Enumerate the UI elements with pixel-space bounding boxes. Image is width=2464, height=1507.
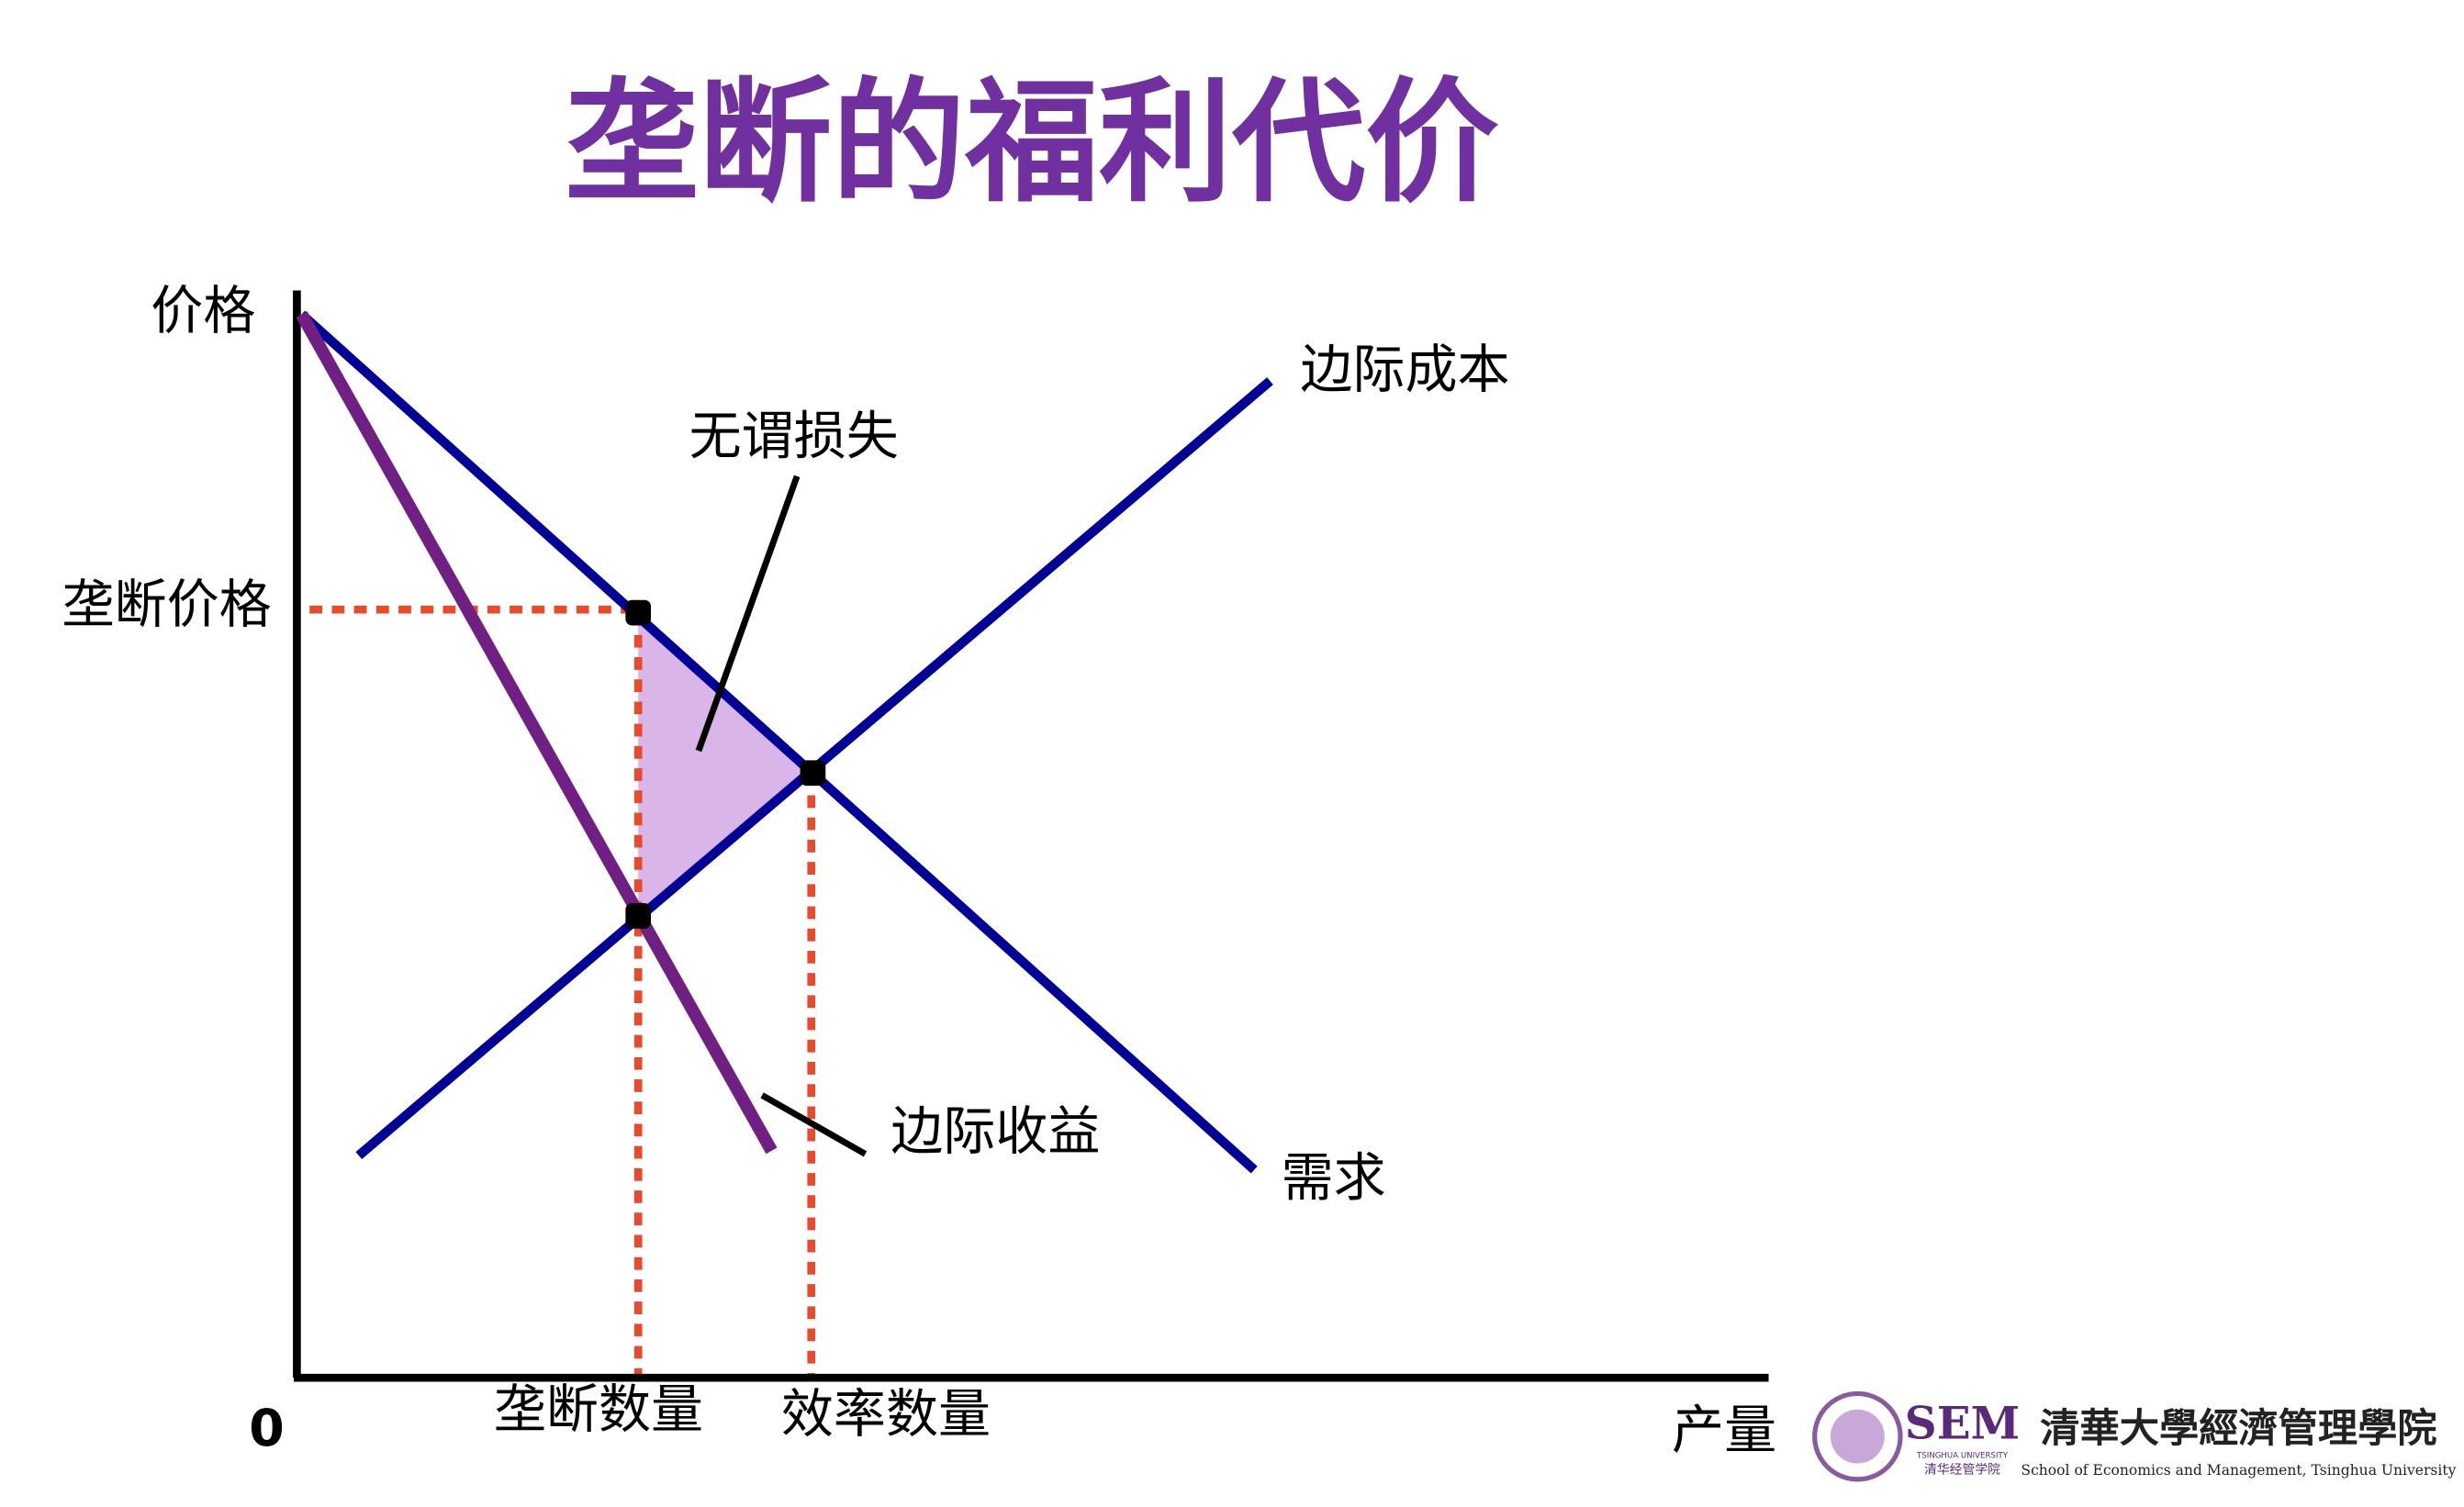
points [625, 599, 826, 929]
logo-text: School of Economics and Management, Tsin… [2021, 1462, 2456, 1479]
point [800, 760, 826, 787]
point [625, 903, 652, 929]
axes [293, 290, 1769, 1382]
mr-line [296, 311, 778, 1155]
label: 垄断价格 [62, 575, 271, 635]
label: 边际成本 [1300, 340, 1509, 400]
logo-text: 清华经管学院 [1924, 1462, 2000, 1477]
label: 垄断数量 [494, 1379, 703, 1440]
title: 垄断的福利代价 [566, 66, 1499, 221]
logo-seal [1812, 1390, 1903, 1482]
y-axis-label: 价格 [151, 281, 255, 341]
deadweight-loss-area [638, 612, 813, 916]
logo-abbr: SEM [1905, 1398, 2020, 1449]
x-axis-label: 产量 [1672, 1400, 1776, 1460]
point [625, 599, 652, 626]
label: 需求 [1282, 1147, 1386, 1208]
leader-line [695, 474, 801, 753]
logo-text: TSINGHUA UNIVERSITY [1916, 1451, 2009, 1460]
leader-line [760, 1092, 868, 1157]
logo: SEM TSINGHUA UNIVERSITY 清华经管学院 清華大學經濟管理學… [1812, 1390, 2457, 1482]
logo-name: 清華大學經濟管理學院 [2040, 1405, 2436, 1452]
label: 效率数量 [781, 1384, 991, 1445]
demand-line [298, 310, 1258, 1174]
label: 无谓损失 [689, 407, 899, 467]
label: 边际收益 [890, 1101, 1100, 1162]
logo-seal-inner [1830, 1409, 1885, 1464]
origin-label: 0 [249, 1400, 285, 1458]
